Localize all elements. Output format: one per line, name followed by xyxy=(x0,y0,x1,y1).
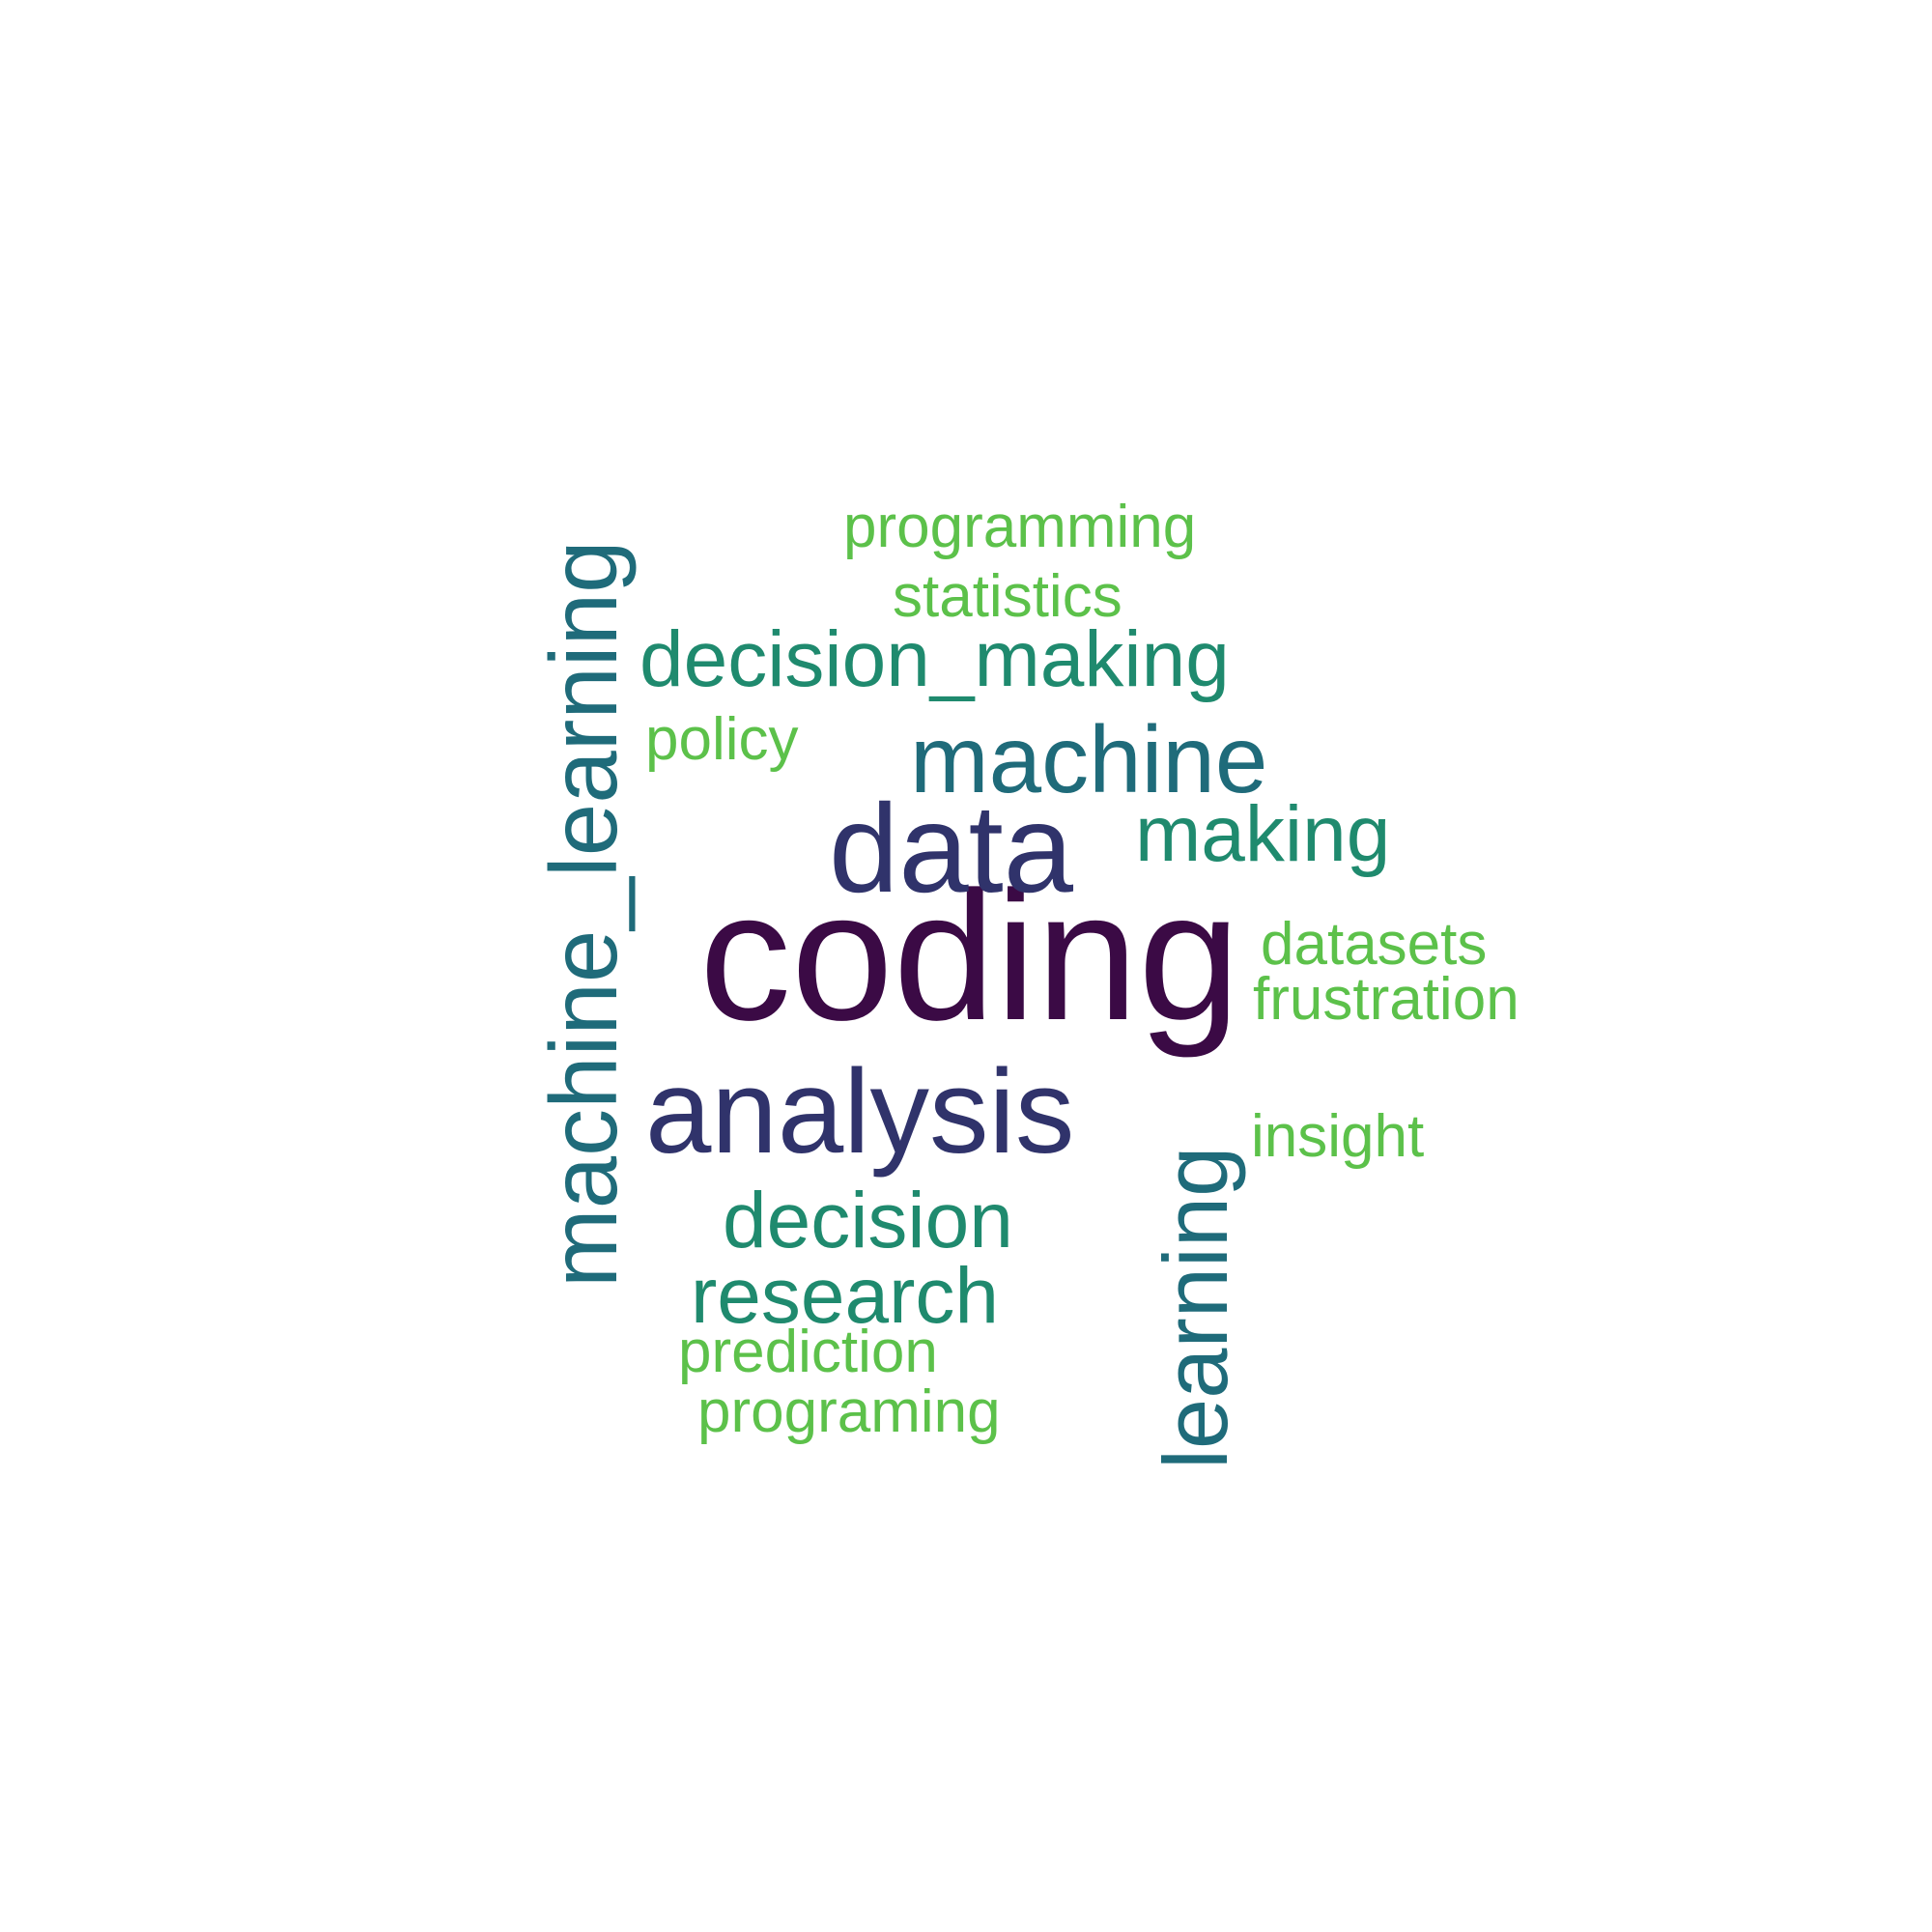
word-statistics: statistics xyxy=(893,563,1122,630)
word-machine-learning: machine_learning xyxy=(530,540,637,1288)
word-research: research xyxy=(691,1252,999,1340)
word-policy: policy xyxy=(645,706,799,773)
word-insight: insight xyxy=(1251,1103,1424,1170)
word-programing: programing xyxy=(697,1378,1001,1445)
word-prediction: prediction xyxy=(678,1319,938,1385)
word-datasets: datasets xyxy=(1261,911,1487,978)
word-data: data xyxy=(829,778,1074,919)
word-coding: coding xyxy=(699,854,1240,1059)
word-frustration: frustration xyxy=(1253,966,1520,1033)
word-learning: learning xyxy=(1145,1147,1246,1469)
word-decision: decision xyxy=(723,1177,1013,1264)
word-decision-making: decision_making xyxy=(639,615,1230,703)
word-analysis: analysis xyxy=(645,1046,1074,1179)
word-making: making xyxy=(1135,790,1390,878)
word-programming: programming xyxy=(843,494,1196,560)
word-machine: machine xyxy=(910,706,1267,812)
